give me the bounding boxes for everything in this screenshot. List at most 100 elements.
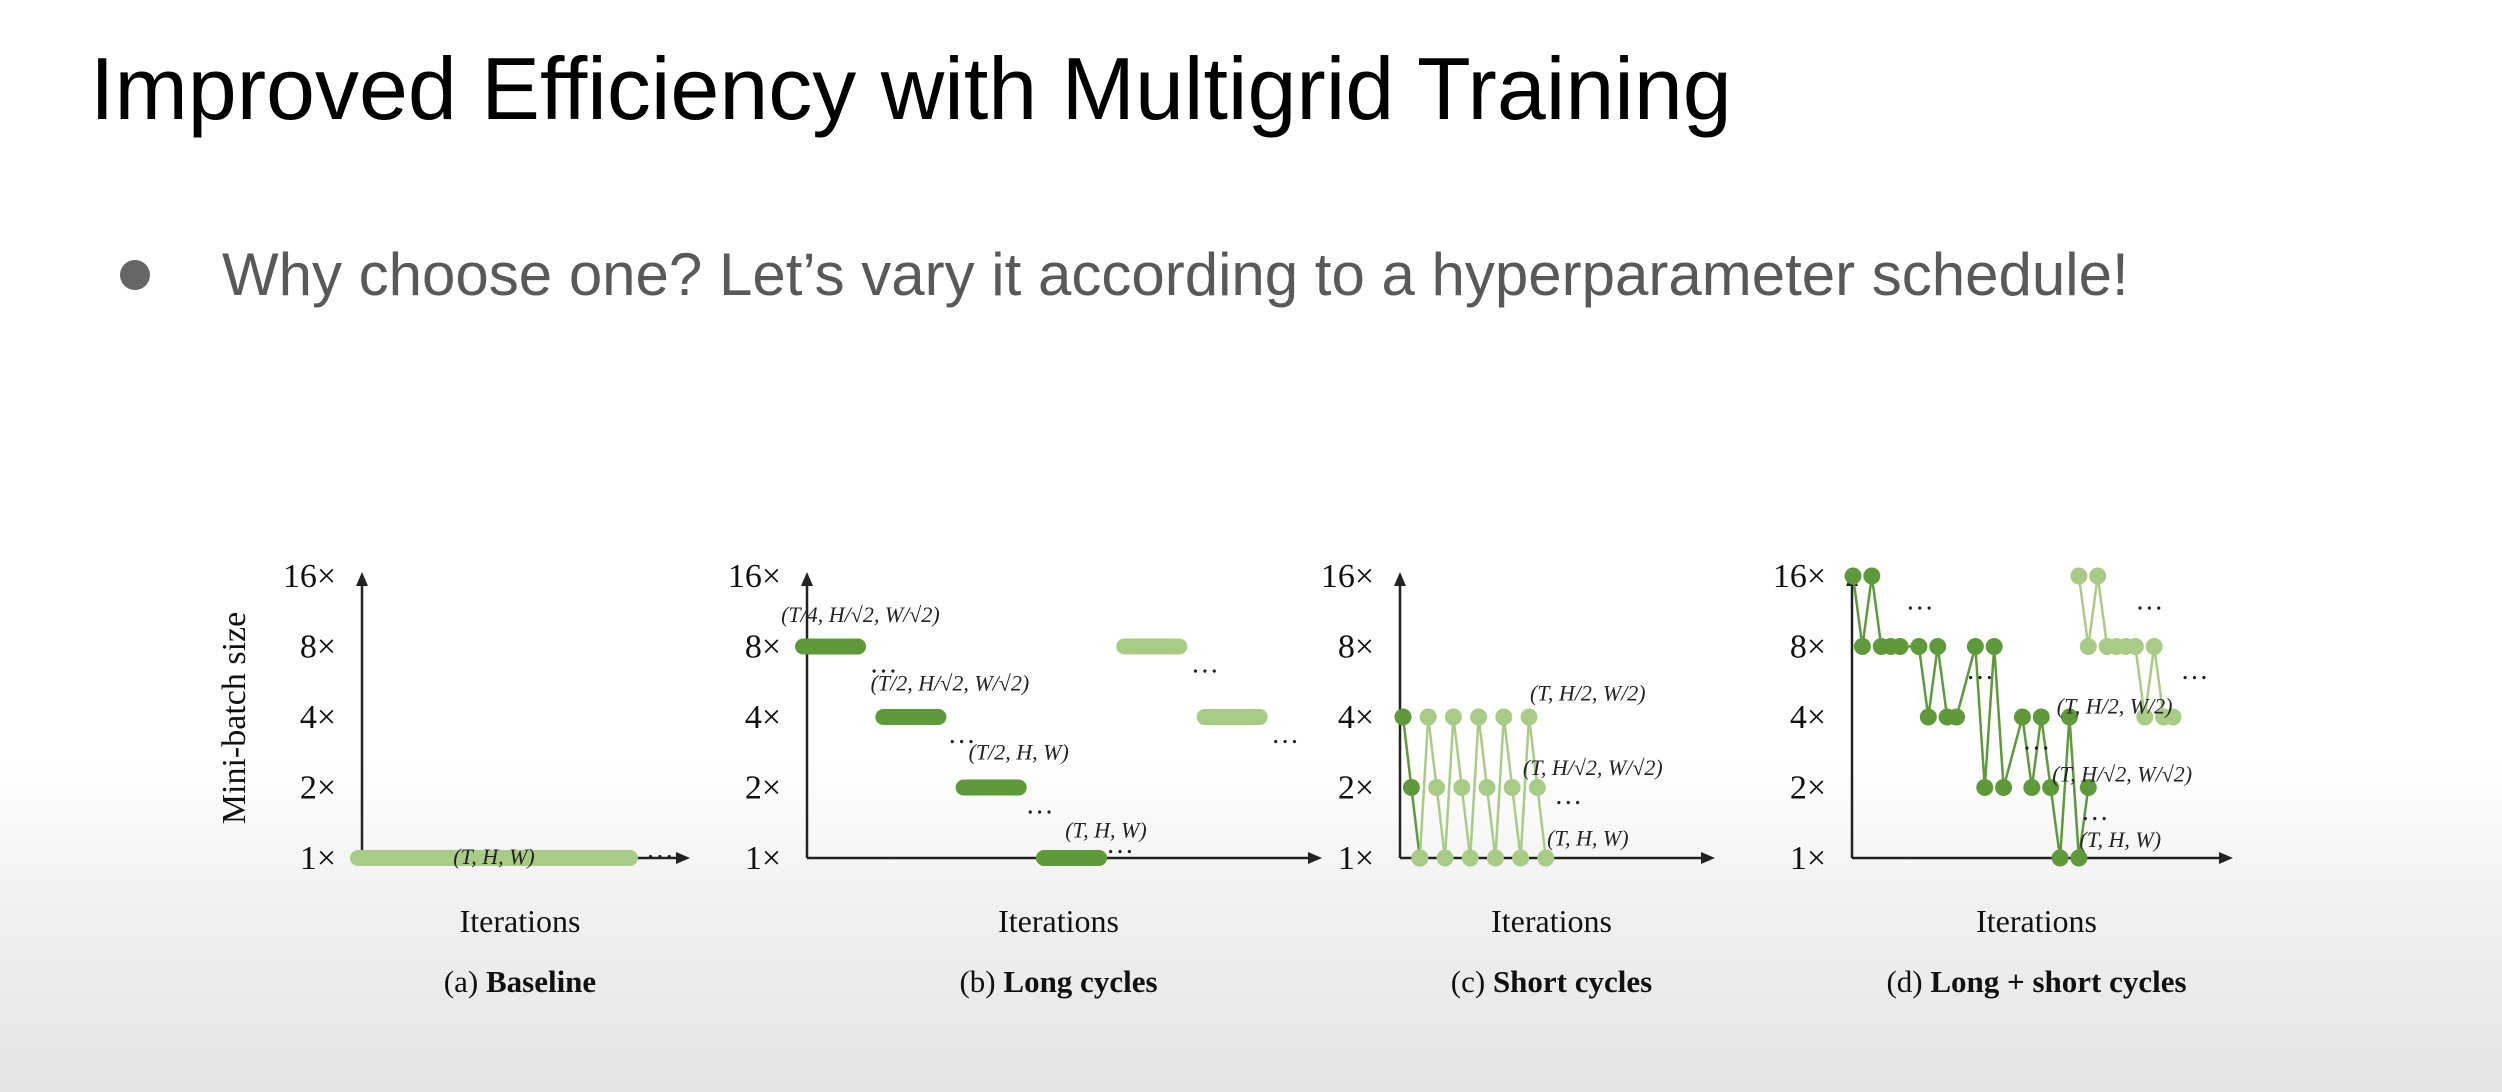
data-point xyxy=(2164,708,2182,726)
y-tick-label: 16× xyxy=(1773,558,1826,595)
data-point xyxy=(1853,638,1871,655)
caption-prefix: (c) xyxy=(1451,964,1493,999)
data-point xyxy=(1844,567,1862,585)
bullet-item: Why choose one? Let’s vary it according … xyxy=(120,240,2129,309)
data-point xyxy=(2032,708,2050,726)
y-tick-label: 1× xyxy=(1790,840,1826,877)
data-point xyxy=(1929,638,1947,655)
data-point xyxy=(1985,638,2003,655)
annotation-label: … xyxy=(1271,719,1299,750)
annotation-label: (T, H/√2, W/√2) xyxy=(2052,762,2192,787)
annotation-label: … xyxy=(870,648,898,679)
bullet-dot-icon xyxy=(120,260,150,291)
y-tick-label: 4× xyxy=(1338,699,1374,736)
data-point xyxy=(1537,849,1555,867)
annotation-label: (T/2, H/√2, W/√2) xyxy=(871,671,1030,696)
data-point xyxy=(1436,849,1454,867)
y-tick-label: 8× xyxy=(745,629,781,666)
data-point xyxy=(1995,779,2013,796)
annotation-label: … xyxy=(646,834,674,865)
annotation-label: (T, H/2, W/2) xyxy=(1530,680,1646,705)
annotation-label: (T, H, W) xyxy=(2080,827,2161,852)
data-point xyxy=(2023,779,2041,796)
data-point xyxy=(1402,779,1420,796)
caption-prefix: (b) xyxy=(959,964,1003,999)
annotation-label: (T, H, W) xyxy=(1547,825,1628,850)
annotation-label: … xyxy=(2081,796,2109,827)
data-point xyxy=(2145,638,2163,655)
annotation-label: … xyxy=(1906,586,1934,617)
x-axis-label: Iterations xyxy=(1491,903,1612,939)
y-tick-label: 16× xyxy=(283,558,336,595)
slide-title: Improved Efficiency with Multigrid Train… xyxy=(90,39,1732,138)
annotation-label: … xyxy=(2022,726,2050,757)
y-tick-label: 4× xyxy=(745,699,781,736)
data-point xyxy=(2042,779,2060,796)
data-point xyxy=(1976,779,1994,796)
data-point xyxy=(1512,849,1530,867)
data-point xyxy=(1411,849,1429,867)
y-tick-label: 1× xyxy=(745,840,781,877)
y-tick-label: 2× xyxy=(1790,770,1826,807)
data-point xyxy=(1528,779,1546,796)
annotation-label: (T, H/2, W/2) xyxy=(2057,693,2173,718)
panel-caption: (b) Long cycles xyxy=(959,964,1157,999)
annotation-label: (T, H/√2, W/√2) xyxy=(1523,755,1663,780)
y-tick-label: 4× xyxy=(300,699,336,736)
data-point xyxy=(2060,708,2078,726)
y-tick-label: 16× xyxy=(728,558,781,595)
data-point xyxy=(1910,638,1928,655)
bullet-text: Why choose one? Let’s vary it according … xyxy=(222,241,2129,308)
y-tick-label: 16× xyxy=(1321,558,1374,595)
data-point xyxy=(1495,708,1513,726)
y-axis-arrow-icon xyxy=(801,572,813,586)
panel-caption: (c) Short cycles xyxy=(1451,964,1652,999)
y-axis-label: Mini-batch size xyxy=(216,612,253,824)
y-tick-label: 8× xyxy=(1338,629,1374,666)
y-tick-label: 2× xyxy=(300,770,336,807)
panel-caption: (a) Baseline xyxy=(444,964,596,999)
x-axis-arrow-icon xyxy=(1701,852,1715,864)
data-point xyxy=(1863,567,1881,585)
data-point xyxy=(1461,849,1479,867)
x-axis-arrow-icon xyxy=(2219,852,2233,864)
x-axis-label: Iterations xyxy=(460,903,581,939)
y-tick-label: 1× xyxy=(300,840,336,877)
y-tick-label: 8× xyxy=(300,629,336,666)
data-point xyxy=(1948,708,1966,726)
data-point xyxy=(1966,638,1984,655)
caption-prefix: (d) xyxy=(1886,964,1930,999)
x-axis-arrow-icon xyxy=(676,852,690,864)
caption-title: Baseline xyxy=(486,964,596,999)
data-point xyxy=(1503,779,1521,796)
annotation-label: … xyxy=(2181,655,2209,686)
annotation-label: (T, H, W) xyxy=(1065,817,1146,842)
data-point xyxy=(2136,708,2154,726)
annotation-label: … xyxy=(2135,586,2163,617)
series-line xyxy=(1418,716,1548,859)
data-point xyxy=(2070,567,2088,585)
data-point xyxy=(1394,708,1412,726)
annotation-label: … xyxy=(1106,829,1134,860)
annotation-label: (T, H, W) xyxy=(453,844,534,869)
data-point xyxy=(1453,779,1471,796)
y-tick-label: 1× xyxy=(1338,840,1374,877)
panel-caption: (d) Long + short cycles xyxy=(1886,964,2186,999)
data-point xyxy=(1444,708,1462,726)
x-axis-label: Iterations xyxy=(998,903,1119,939)
x-axis-label: Iterations xyxy=(1976,903,2097,939)
annotation-label: … xyxy=(948,719,976,750)
annotation-label: (T/4, H/√2, W/√2) xyxy=(781,602,940,627)
y-tick-label: 2× xyxy=(1338,770,1374,807)
data-point xyxy=(2079,779,2097,796)
caption-title: Short cycles xyxy=(1493,964,1652,999)
annotation-label: … xyxy=(1191,648,1219,679)
annotation-label: … xyxy=(1554,780,1582,811)
data-point xyxy=(1486,849,1504,867)
charts-figure: 1×2×4×8×16×(T, H, W) …Iterations(a) Basel… xyxy=(216,558,2233,999)
data-point xyxy=(1428,779,1446,796)
caption-title: Long + short cycles xyxy=(1930,964,2186,999)
annotation-label: (T/2, H, W) xyxy=(969,739,1069,764)
y-tick-label: 8× xyxy=(1790,629,1826,666)
caption-prefix: (a) xyxy=(444,964,486,999)
